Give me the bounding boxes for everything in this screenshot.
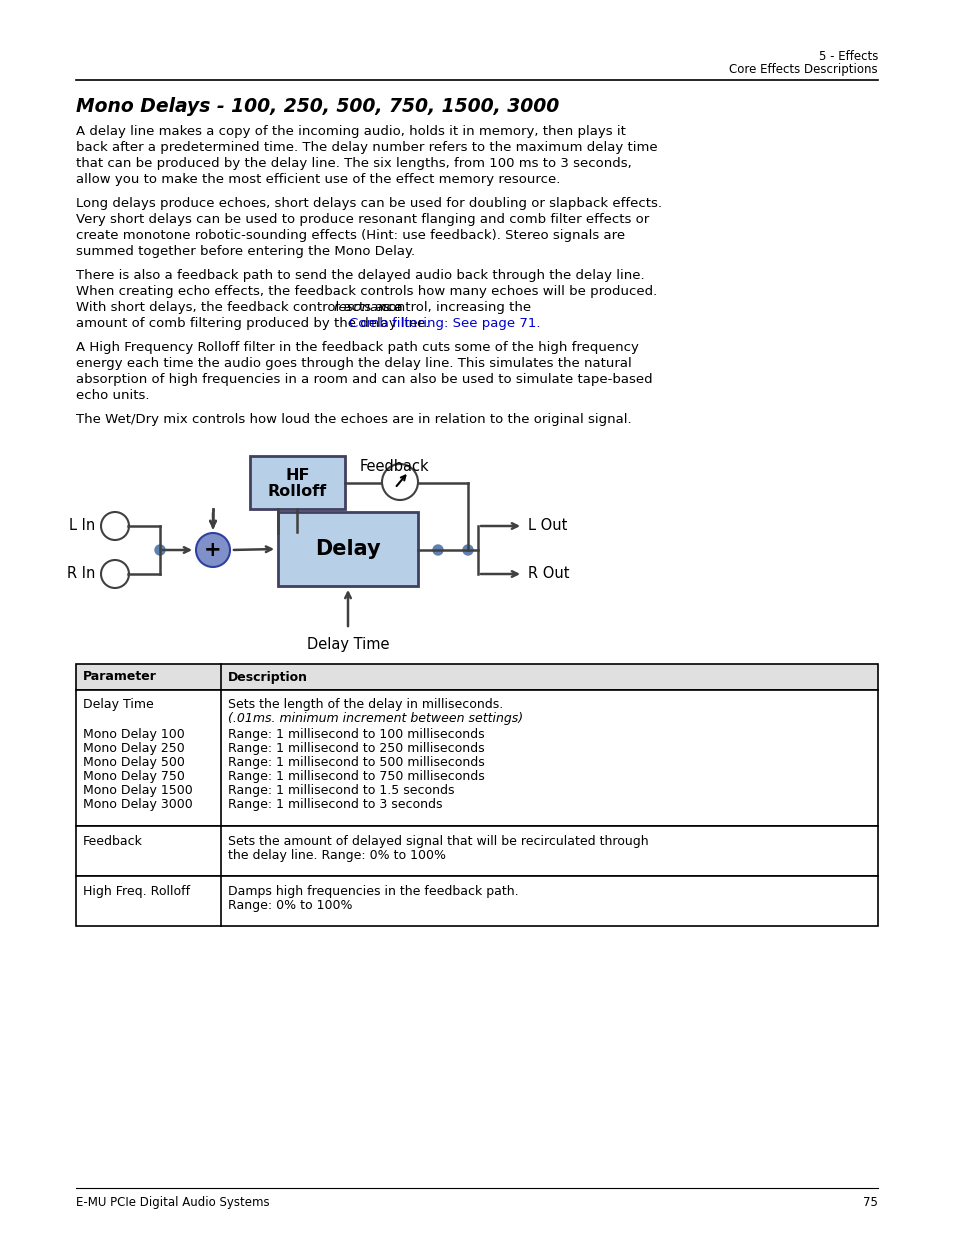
Text: +: + — [204, 540, 222, 559]
Text: Delay Time: Delay Time — [83, 698, 153, 711]
Text: Range: 1 millisecond to 1.5 seconds: Range: 1 millisecond to 1.5 seconds — [228, 784, 454, 797]
Circle shape — [154, 545, 165, 555]
Circle shape — [101, 513, 129, 540]
Text: (.01ms. minimum increment between settings): (.01ms. minimum increment between settin… — [228, 713, 522, 725]
Text: allow you to make the most efficient use of the effect memory resource.: allow you to make the most efficient use… — [76, 173, 559, 186]
Text: R Out: R Out — [527, 567, 569, 582]
Text: The Wet/Dry mix controls how loud the echoes are in relation to the original sig: The Wet/Dry mix controls how loud the ec… — [76, 412, 631, 426]
Text: that can be produced by the delay line. The six lengths, from 100 ms to 3 second: that can be produced by the delay line. … — [76, 157, 631, 170]
Text: amount of comb filtering produced by the delay line.: amount of comb filtering produced by the… — [76, 317, 434, 330]
Text: back after a predetermined time. The delay number refers to the maximum delay ti: back after a predetermined time. The del… — [76, 141, 657, 154]
Text: Range: 1 millisecond to 100 milliseconds: Range: 1 millisecond to 100 milliseconds — [228, 727, 484, 741]
Text: Mono Delay 1500: Mono Delay 1500 — [83, 784, 193, 797]
Text: E-MU PCIe Digital Audio Systems: E-MU PCIe Digital Audio Systems — [76, 1195, 270, 1209]
Text: Rolloff: Rolloff — [268, 484, 327, 499]
Bar — [277, 513, 417, 585]
Text: Feedback: Feedback — [359, 459, 429, 474]
Text: Mono Delay 100: Mono Delay 100 — [83, 727, 185, 741]
Text: Mono Delay 3000: Mono Delay 3000 — [83, 798, 193, 811]
Text: summed together before entering the Mono Delay.: summed together before entering the Mono… — [76, 245, 415, 258]
Text: Description: Description — [228, 671, 308, 683]
Text: echo units.: echo units. — [76, 389, 150, 403]
Text: Range: 1 millisecond to 500 milliseconds: Range: 1 millisecond to 500 milliseconds — [228, 756, 484, 769]
Text: Mono Delay 750: Mono Delay 750 — [83, 769, 185, 783]
Circle shape — [195, 534, 230, 567]
Text: Very short delays can be used to produce resonant flanging and comb filter effec: Very short delays can be used to produce… — [76, 212, 649, 226]
Text: There is also a feedback path to send the delayed audio back through the delay l: There is also a feedback path to send th… — [76, 269, 644, 282]
Text: Sets the amount of delayed signal that will be recirculated through: Sets the amount of delayed signal that w… — [228, 835, 648, 848]
Text: HF: HF — [285, 468, 310, 483]
Text: Core Effects Descriptions: Core Effects Descriptions — [729, 63, 877, 77]
Text: absorption of high frequencies in a room and can also be used to simulate tape-b: absorption of high frequencies in a room… — [76, 373, 652, 387]
Circle shape — [433, 545, 442, 555]
Circle shape — [462, 545, 473, 555]
Text: Mono Delay 250: Mono Delay 250 — [83, 742, 185, 755]
Text: L In: L In — [69, 519, 95, 534]
Text: 5 - Effects: 5 - Effects — [818, 49, 877, 63]
Text: L Out: L Out — [527, 519, 567, 534]
Text: Comb filtering: See page 71.: Comb filtering: See page 71. — [349, 317, 540, 330]
Text: Range: 1 millisecond to 3 seconds: Range: 1 millisecond to 3 seconds — [228, 798, 442, 811]
Text: Range: 1 millisecond to 250 milliseconds: Range: 1 millisecond to 250 milliseconds — [228, 742, 484, 755]
Text: resonance: resonance — [334, 301, 402, 314]
Text: 75: 75 — [862, 1195, 877, 1209]
Text: Delay: Delay — [314, 538, 380, 559]
Bar — [76, 690, 877, 826]
Bar — [76, 826, 877, 876]
Text: Sets the length of the delay in milliseconds.: Sets the length of the delay in millisec… — [228, 698, 503, 711]
Text: When creating echo effects, the feedback controls how many echoes will be produc: When creating echo effects, the feedback… — [76, 285, 657, 298]
Text: Parameter: Parameter — [83, 671, 156, 683]
Text: Mono Delays - 100, 250, 500, 750, 1500, 3000: Mono Delays - 100, 250, 500, 750, 1500, … — [76, 98, 558, 116]
Bar — [76, 664, 877, 690]
Text: Damps high frequencies in the feedback path.: Damps high frequencies in the feedback p… — [228, 885, 518, 898]
Text: Range: 0% to 100%: Range: 0% to 100% — [228, 899, 352, 911]
Text: Feedback: Feedback — [83, 835, 143, 848]
Text: High Freq. Rolloff: High Freq. Rolloff — [83, 885, 190, 898]
Text: create monotone robotic-sounding effects (Hint: use feedback). Stereo signals ar: create monotone robotic-sounding effects… — [76, 228, 624, 242]
Circle shape — [101, 559, 129, 588]
Bar — [76, 876, 877, 926]
Text: With short delays, the feedback control acts as a: With short delays, the feedback control … — [76, 301, 407, 314]
Text: the delay line. Range: 0% to 100%: the delay line. Range: 0% to 100% — [228, 848, 446, 862]
Text: Delay Time: Delay Time — [307, 637, 389, 652]
Text: control, increasing the: control, increasing the — [376, 301, 531, 314]
Text: Long delays produce echoes, short delays can be used for doubling or slapback ef: Long delays produce echoes, short delays… — [76, 198, 661, 210]
Text: Mono Delay 500: Mono Delay 500 — [83, 756, 185, 769]
Text: R In: R In — [67, 567, 95, 582]
Circle shape — [381, 464, 417, 500]
Text: A delay line makes a copy of the incoming audio, holds it in memory, then plays : A delay line makes a copy of the incomin… — [76, 125, 625, 138]
Text: A High Frequency Rolloff filter in the feedback path cuts some of the high frequ: A High Frequency Rolloff filter in the f… — [76, 341, 639, 354]
Text: Range: 1 millisecond to 750 milliseconds: Range: 1 millisecond to 750 milliseconds — [228, 769, 484, 783]
Text: energy each time the audio goes through the delay line. This simulates the natur: energy each time the audio goes through … — [76, 357, 631, 370]
Bar — [250, 456, 345, 509]
